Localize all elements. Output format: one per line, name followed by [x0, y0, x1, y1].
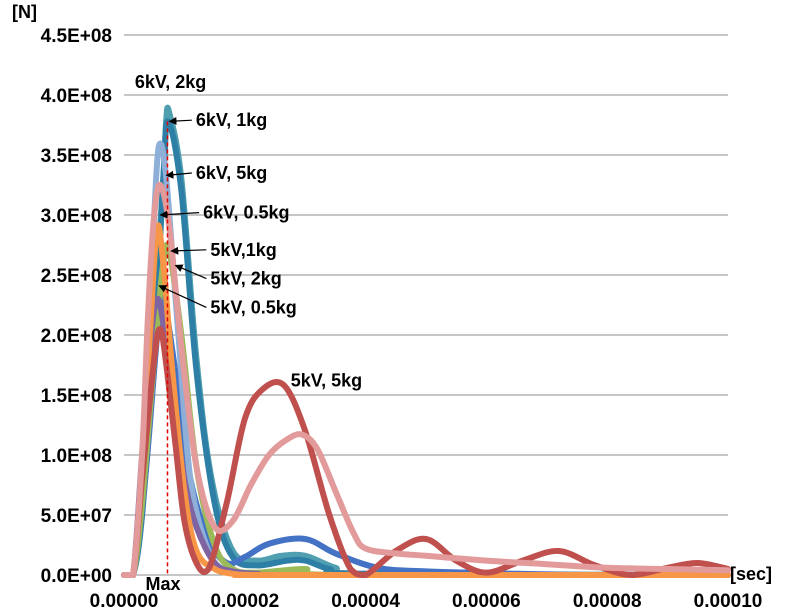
annotation-label: 5kV,1kg [210, 240, 276, 260]
annotation-arrow [159, 210, 200, 219]
x-tick-label: 0.00000 [90, 591, 159, 612]
series-line-8 [121, 325, 731, 578]
y-tick-label: 1.0E+08 [41, 446, 112, 467]
y-tick-label: 1.5E+08 [41, 386, 112, 407]
y-unit-label: [N] [12, 2, 37, 22]
y-axis-ticks: 0.0E+00 5.0E+07 1.0E+08 1.5E+08 2.0E+08 2.5E+… [41, 26, 112, 587]
series-lines [121, 104, 731, 579]
series-line-2 [121, 118, 731, 578]
x-tick-label: 0.00008 [573, 591, 642, 612]
x-tick-label: 0.00004 [331, 591, 400, 612]
y-tick-label: 4.0E+08 [41, 86, 112, 107]
annotation-label: 6kV, 2kg [135, 72, 206, 92]
annotation-label: 5kV, 2kg [210, 269, 281, 289]
annotation-arrow [158, 285, 207, 308]
annotation-arrow [174, 264, 207, 280]
annotation-label: 6kV, 0.5kg [203, 203, 289, 223]
max-marker: Max [145, 121, 181, 594]
y-tick-label: 4.5E+08 [41, 26, 112, 47]
y-tick-label: 3.5E+08 [41, 146, 112, 167]
annotation-arrow [165, 170, 192, 179]
annotation-label: 5kV, 0.5kg [210, 297, 296, 317]
annotation-label: 6kV, 5kg [196, 163, 267, 183]
max-label: Max [145, 574, 180, 594]
series-line-9 [121, 181, 731, 578]
y-tick-label: 0.0E+00 [41, 566, 112, 587]
y-tick-label: 2.5E+08 [41, 266, 112, 287]
annotation-label: 5kV, 5kg [291, 371, 362, 391]
x-tick-label: 0.00002 [210, 591, 279, 612]
series-line-6 [121, 295, 731, 579]
annotation-label: 6kV, 1kg [196, 110, 267, 130]
x-tick-label: 0.00006 [452, 591, 521, 612]
annotation-arrow [168, 117, 192, 126]
x-tick-label: 0.00010 [694, 591, 763, 612]
y-tick-label: 5.0E+07 [41, 506, 112, 527]
y-tick-label: 2.0E+08 [41, 326, 112, 347]
annotations: 6kV, 2kg 6kV, 1kg 6kV, 5kg 6kV, 0.5kg 5kV,1k… [135, 72, 362, 391]
x-unit-label: [sec] [730, 564, 772, 584]
annotation-arrow [170, 246, 207, 255]
x-axis-ticks: 0.00000 0.00002 0.00004 0.00006 0.00008 0.000… [90, 591, 763, 612]
y-tick-label: 3.0E+08 [41, 206, 112, 227]
